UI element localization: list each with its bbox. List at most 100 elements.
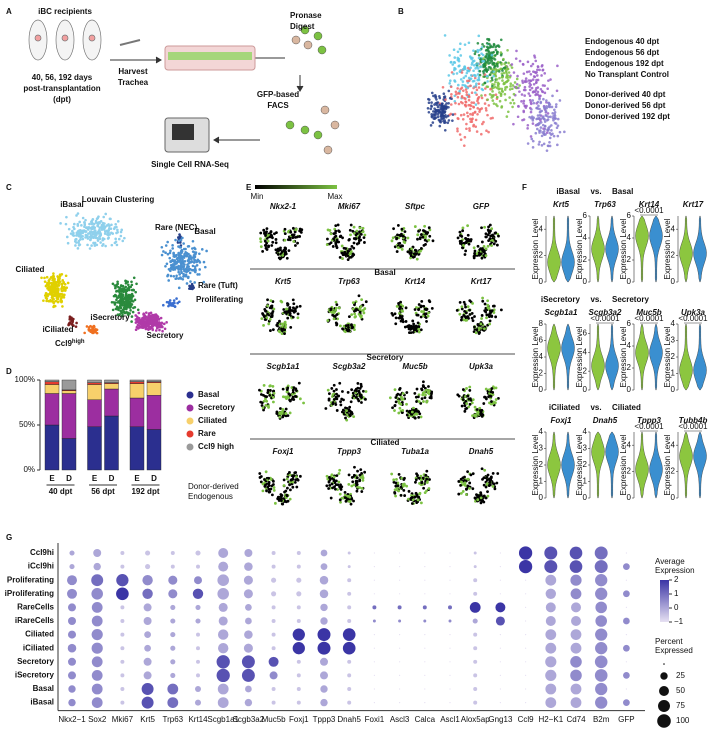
feature-point <box>464 249 468 253</box>
umap-point <box>439 112 443 116</box>
cluster-point <box>172 268 175 271</box>
feature-point <box>394 316 398 320</box>
umap-point <box>505 72 508 75</box>
legend-title: Expression <box>655 566 695 575</box>
feature-point <box>474 331 478 335</box>
feature-point <box>351 301 355 304</box>
dot <box>91 642 103 654</box>
umap-point <box>546 118 550 121</box>
feature-point <box>267 476 271 480</box>
legend-entry: Rare <box>198 429 216 438</box>
umap-point <box>487 62 490 65</box>
cluster-point <box>130 320 133 323</box>
bar-segment <box>87 384 102 401</box>
panel-title: Louvain Clustering <box>82 195 155 204</box>
cluster-point <box>190 284 193 288</box>
dot <box>424 552 426 554</box>
dot <box>525 620 527 622</box>
feature-point <box>334 224 338 228</box>
cluster-point <box>123 296 127 299</box>
feature-point <box>341 390 344 393</box>
feature-point <box>267 322 271 326</box>
y-tick-label: 4 <box>583 233 588 242</box>
cluster-point <box>167 279 170 282</box>
cluster-point <box>171 265 174 269</box>
dot <box>296 673 301 678</box>
feature-point <box>283 227 287 231</box>
feature-point <box>347 315 351 319</box>
cluster-point <box>119 234 123 238</box>
umap-point <box>511 105 514 109</box>
umap-point <box>469 77 473 80</box>
cluster-point <box>179 246 183 249</box>
feature-point <box>259 393 263 396</box>
feature-point <box>457 480 461 483</box>
feature-point <box>360 396 363 399</box>
umap-point <box>485 41 489 45</box>
feature-point <box>271 236 274 240</box>
y-axis-label: Expression Level <box>531 326 540 387</box>
feature-point <box>292 310 296 314</box>
feature-point <box>354 315 357 318</box>
umap-point <box>516 74 519 78</box>
cluster-point <box>195 260 199 264</box>
umap-point <box>477 34 481 38</box>
cluster-point <box>86 234 89 238</box>
umap-point <box>503 66 507 69</box>
feature-point <box>398 314 402 318</box>
umap-point <box>446 121 450 125</box>
umap-point <box>453 61 457 64</box>
dot <box>373 593 375 595</box>
dot <box>91 588 103 600</box>
dot <box>545 683 557 695</box>
umap-point <box>452 72 455 76</box>
workflow-text: (dpt) <box>53 95 71 104</box>
bar-segment <box>87 379 102 383</box>
y-tick-label: 0 <box>671 493 676 502</box>
umap-point <box>500 72 504 75</box>
feature-point <box>425 320 428 323</box>
dot <box>525 647 527 649</box>
cluster-point <box>45 299 48 303</box>
dot <box>241 655 255 669</box>
feature-point <box>284 250 288 254</box>
umap-point <box>525 70 529 74</box>
umap-point <box>507 71 511 74</box>
dot <box>91 615 103 627</box>
feature-point <box>397 401 401 405</box>
dot <box>469 601 481 613</box>
feature-point <box>352 246 356 250</box>
feature-point <box>488 237 492 241</box>
feature-point <box>473 249 477 253</box>
dot <box>545 629 557 641</box>
feature-point <box>487 388 491 392</box>
feature-point <box>488 319 492 323</box>
umap-point <box>480 132 483 136</box>
feature-point <box>461 246 464 250</box>
umap-point <box>459 42 462 46</box>
umap-point <box>497 70 501 73</box>
cluster-point <box>90 226 94 229</box>
y-tick-label: 0 <box>583 493 588 502</box>
umap-point <box>534 71 538 75</box>
cluster-point <box>45 283 49 287</box>
cluster-point <box>187 258 191 261</box>
umap-point <box>545 131 549 134</box>
feature-point <box>466 477 470 481</box>
umap-point <box>496 50 499 54</box>
umap-point <box>463 43 467 46</box>
cluster-point <box>200 248 204 251</box>
cluster-point <box>145 323 149 326</box>
umap-point <box>556 134 560 138</box>
feature-point <box>330 387 334 390</box>
feature-point <box>422 304 426 308</box>
cluster-point <box>64 222 68 226</box>
cluster-point <box>42 299 45 302</box>
feature-point <box>356 382 360 385</box>
gene-label: Scgb3a2 <box>589 308 622 317</box>
feature-point <box>468 402 472 406</box>
cluster-point <box>203 265 207 269</box>
dot <box>141 683 154 695</box>
size-legend-dot <box>659 686 669 696</box>
dot <box>320 563 328 570</box>
